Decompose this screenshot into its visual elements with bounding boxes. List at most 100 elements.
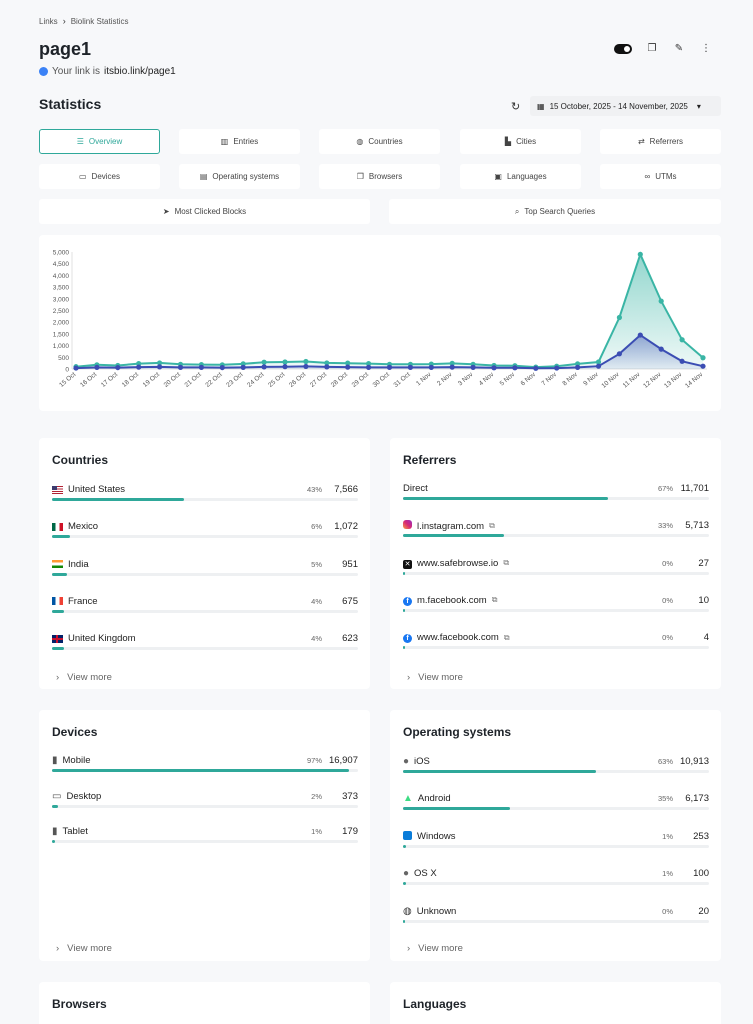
series-point: [157, 360, 163, 366]
series-point: [94, 364, 100, 370]
row-label: ● OS X: [403, 868, 437, 879]
row-progress-track: [403, 571, 709, 575]
x-tick-label: 3 Nov: [457, 371, 475, 388]
series-point: [366, 361, 372, 367]
page-link[interactable]: itsbio.link/page1: [104, 66, 176, 77]
row-value: 10: [698, 594, 709, 606]
series-point: [449, 364, 455, 370]
row-progress-fill: [403, 646, 405, 650]
breadcrumb-links[interactable]: Links: [39, 16, 58, 26]
tab-operating-systems[interactable]: ▤ Operating systems: [179, 164, 300, 189]
external-link-icon[interactable]: ⧉: [491, 595, 498, 605]
row-label-text: Direct: [403, 483, 428, 494]
countries-card: Countries United States 43% 7,566 Mexico 6% 1…: [39, 438, 370, 689]
laptop-icon: ▭: [78, 172, 87, 181]
windows-icon: [403, 830, 412, 843]
x-tick-label: 6 Nov: [520, 371, 538, 388]
tab-entries[interactable]: ▥ Entries: [179, 129, 300, 154]
tab-utms[interactable]: ∞ UTMs: [600, 164, 721, 189]
tab-countries[interactable]: ◍ Countries: [319, 129, 440, 154]
external-link-icon[interactable]: ⧉: [503, 632, 510, 642]
row-percent: 2%: [311, 791, 322, 801]
row-label-text: Mexico: [68, 521, 99, 533]
row-value: 10,913: [679, 756, 709, 767]
series-point: [324, 360, 330, 366]
mobile-icon: ▮: [52, 755, 58, 766]
series-point: [261, 364, 267, 370]
breadcrumb-current: Biolink Statistics: [70, 16, 129, 26]
x-tick-label: 7 Nov: [540, 371, 558, 388]
row-label-text: Mobile: [62, 755, 91, 766]
series-point: [700, 363, 706, 369]
referrers-card: Referrers Direct 67% 11,701 l.instagram.com…: [390, 438, 721, 689]
x-tick-label: 22 Oct: [204, 371, 223, 389]
y-tick-label: 2,500: [53, 308, 70, 315]
row-label: France: [52, 596, 98, 607]
tab-overview[interactable]: ☰ Overview: [39, 129, 160, 154]
series-point: [198, 364, 204, 370]
y-tick-label: 0: [65, 367, 69, 374]
row-value: 20: [698, 905, 709, 917]
series-point: [595, 363, 602, 369]
countries-view-more[interactable]: › View more: [56, 672, 112, 683]
flag-us-icon: [52, 485, 63, 494]
row-label-text: United States: [68, 484, 126, 495]
row-progress-fill: [52, 498, 184, 501]
tab-top-search-queries[interactable]: ⌕ Top Search Queries: [389, 199, 721, 224]
date-range-picker[interactable]: ▦ 15 October, 2025 - 14 November, 2025 ▾: [530, 96, 721, 116]
link-prefix: Your link is: [52, 66, 100, 77]
series-point: [616, 314, 623, 321]
row-progress-fill: [52, 609, 65, 613]
series-point: [700, 355, 706, 361]
tab-referrers[interactable]: ⇄ Referrers: [600, 129, 721, 154]
flag-mx-icon: [52, 522, 63, 531]
search-icon: ⌕: [514, 206, 520, 216]
os-view-more[interactable]: › View more: [407, 943, 463, 954]
row-label: Mexico: [52, 521, 98, 532]
toggle-switch[interactable]: [614, 43, 632, 54]
x-tick-label: 31 Oct: [393, 371, 412, 389]
chevron-right-icon: ›: [407, 672, 411, 683]
row-progress-fill: [52, 840, 56, 843]
tab-languages[interactable]: ▣ Languages: [460, 164, 581, 189]
row-progress-track: [52, 647, 358, 651]
external-link-icon[interactable]: ⧉: [489, 521, 495, 531]
tab-browsers[interactable]: ❐ Browsers: [319, 164, 440, 189]
shuffle-icon: ⇄: [637, 137, 645, 146]
refresh-icon[interactable]: ↻: [511, 101, 521, 113]
tab-most-clicked-blocks[interactable]: ➤ Most Clicked Blocks: [39, 199, 370, 224]
series-point: [554, 365, 560, 371]
tab-cities[interactable]: ▙ Cities: [460, 129, 581, 154]
os-card: Operating systems ● iOS 63% 10,913 ▲ Android 3…: [390, 710, 721, 961]
y-tick-label: 1,000: [53, 343, 70, 350]
tab-devices[interactable]: ▭ Devices: [39, 164, 160, 189]
row-percent: 43%: [306, 485, 322, 494]
x-tick-label: 28 Oct: [330, 371, 349, 389]
row-progress-fill: [403, 571, 405, 575]
series-point: [512, 365, 518, 371]
referrers-view-more[interactable]: › View more: [407, 672, 463, 683]
entries-chart: 0 500 1,000 1,500 2,000 2,500 3,000 3,500 4,000 4…: [53, 250, 707, 390]
devices-view-more[interactable]: › View more: [56, 943, 112, 954]
row-percent: 63%: [657, 757, 673, 766]
row-progress-fill: [403, 882, 407, 886]
row-label-text: www.safebrowse.io: [417, 557, 499, 569]
list-icon: ☰: [76, 137, 84, 146]
chevron-right-icon: ›: [407, 943, 411, 954]
row-label-text: iOS: [414, 756, 430, 767]
row-percent: 1%: [662, 869, 673, 879]
row-value: 1,072: [334, 521, 358, 533]
external-link-icon[interactable]: ⧉: [503, 558, 510, 568]
row-progress-fill: [52, 647, 65, 651]
copy-icon[interactable]: ❐: [647, 43, 657, 54]
more-vertical-icon[interactable]: ⋮: [701, 43, 711, 54]
row-percent: 5%: [311, 559, 322, 569]
series-point: [470, 364, 476, 370]
series-point: [303, 363, 309, 370]
flag-in-icon: [52, 560, 63, 569]
row-progress-track: [403, 497, 709, 500]
series-point: [658, 298, 664, 304]
edit-icon[interactable]: ✎: [674, 43, 684, 54]
devices-title: Devices: [52, 725, 98, 739]
series-point: [575, 364, 581, 370]
